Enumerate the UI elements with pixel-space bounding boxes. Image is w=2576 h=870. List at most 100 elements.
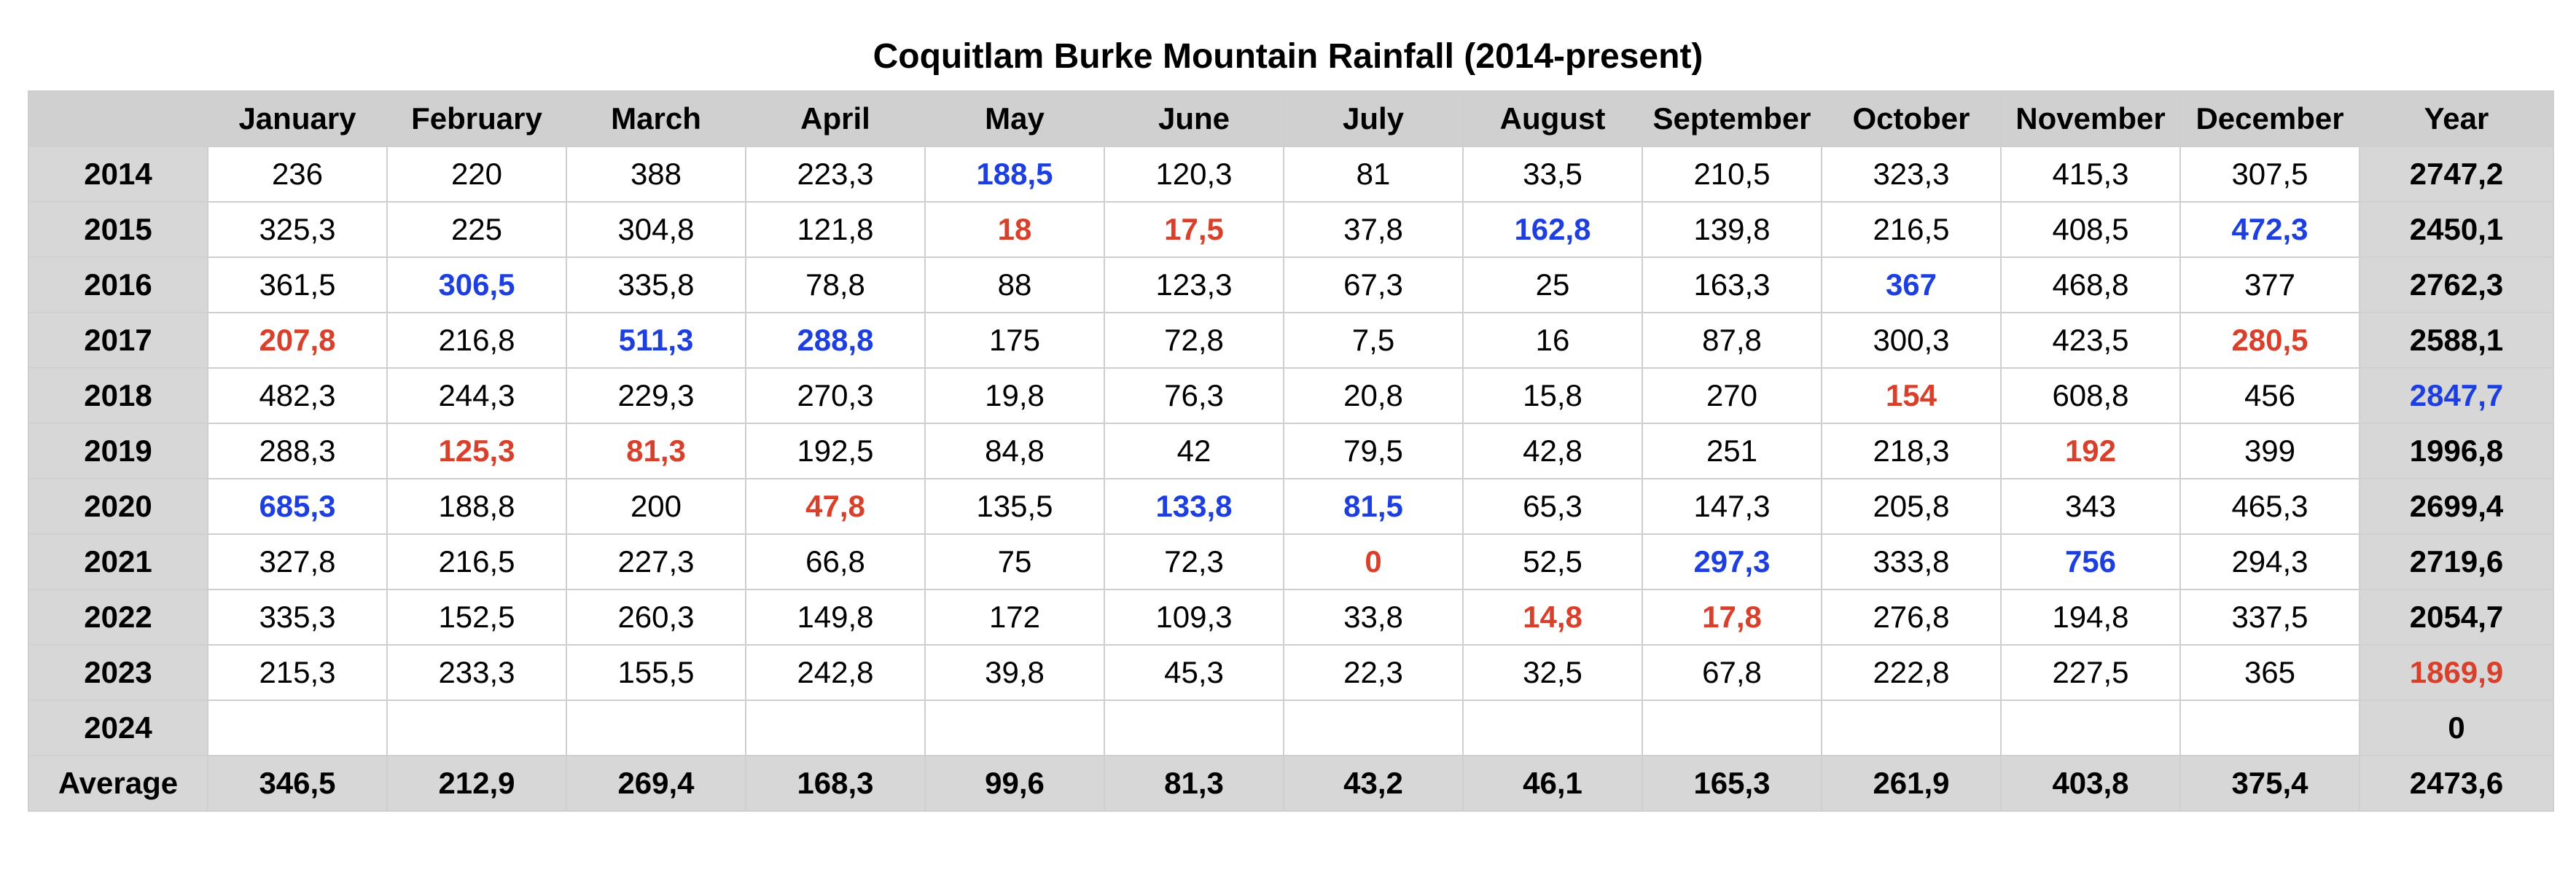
rainfall-cell [1283,699,1464,756]
rainfall-cell: 154 [1821,367,2002,424]
rainfall-cell: 465,3 [2179,478,2360,535]
rainfall-cell: 227,3 [566,533,746,590]
average-cell: 346,5 [207,755,388,812]
rainfall-cell: 236 [207,146,388,203]
average-cell: 2473,6 [2359,755,2554,812]
table-row: 2020 685,3 188,8 200 47,8 135,5 133,8 81,5 65,3 1… [28,478,2554,535]
annual-total-cell: 1996,8 [2359,423,2554,479]
annual-total-cell: 1869,9 [2359,644,2554,701]
annual-total-cell: 2762,3 [2359,256,2554,313]
rainfall-cell: 210,5 [1642,146,1822,203]
rainfall-cell: 260,3 [566,589,746,646]
column-header: October [1821,90,2002,147]
header-row: January February March April May June July Augu… [28,90,2554,147]
table-row: 2023 215,3 233,3 155,5 242,8 39,8 45,3 22,3 32,5… [28,644,2554,701]
row-year-label: 2014 [28,146,208,203]
table-row: 2016 361,5 306,5 335,8 78,8 88 123,3 67,3 25 163,… [28,256,2554,313]
table-body: 2014 236 220 388 223,3 188,5 120,3 81 33,5 210,5 3… [28,146,2554,812]
rainfall-cell: 78,8 [745,256,926,313]
annual-total-cell: 2719,6 [2359,533,2554,590]
rainfall-cell: 81,5 [1283,478,1464,535]
rainfall-cell: 20,8 [1283,367,1464,424]
rainfall-cell [745,699,926,756]
rainfall-cell: 37,8 [1283,201,1464,258]
rainfall-cell: 388 [566,146,746,203]
row-year-label: 2024 [28,699,208,756]
column-header: June [1104,90,1284,147]
rainfall-cell: 367 [1821,256,2002,313]
rainfall-cell: 17,8 [1642,589,1822,646]
rainfall-cell: 147,3 [1642,478,1822,535]
rainfall-cell: 65,3 [1462,478,1643,535]
rainfall-cell: 242,8 [745,644,926,701]
rainfall-cell: 81 [1283,146,1464,203]
rainfall-cell: 162,8 [1462,201,1643,258]
rainfall-cell: 335,8 [566,256,746,313]
rainfall-cell: 0 [1283,533,1464,590]
annual-total-cell: 2054,7 [2359,589,2554,646]
average-cell: 165,3 [1642,755,1822,812]
rainfall-cell: 423,5 [2000,312,2181,369]
rainfall-cell: 72,3 [1104,533,1284,590]
rainfall-cell: 32,5 [1462,644,1643,701]
row-year-label: 2022 [28,589,208,646]
rainfall-cell: 207,8 [207,312,388,369]
rainfall-cell: 135,5 [924,478,1105,535]
row-year-label: 2019 [28,423,208,479]
rainfall-cell: 67,3 [1283,256,1464,313]
average-cell: 269,4 [566,755,746,812]
rainfall-cell: 468,8 [2000,256,2181,313]
row-year-label: 2017 [28,312,208,369]
rainfall-cell: 19,8 [924,367,1105,424]
rainfall-cell: 109,3 [1104,589,1284,646]
column-header: May [924,90,1105,147]
rainfall-cell: 42,8 [1462,423,1643,479]
table-row: 2015 325,3 225 304,8 121,8 18 17,5 37,8 162,8 139… [28,201,2554,258]
rainfall-cell: 7,5 [1283,312,1464,369]
rainfall-cell: 227,5 [2000,644,2181,701]
table-row: 2018 482,3 244,3 229,3 270,3 19,8 76,3 20,8 15,8… [28,367,2554,424]
rainfall-cell: 756 [2000,533,2181,590]
rainfall-cell: 229,3 [566,367,746,424]
rainfall-cell: 294,3 [2179,533,2360,590]
rainfall-cell: 343 [2000,478,2181,535]
rainfall-cell: 270,3 [745,367,926,424]
annual-total-cell: 2847,7 [2359,367,2554,424]
column-header: November [2000,90,2181,147]
rainfall-cell [2000,699,2181,756]
rainfall-cell: 194,8 [2000,589,2181,646]
rainfall-cell: 33,5 [1462,146,1643,203]
table-row: 2022 335,3 152,5 260,3 149,8 172 109,3 33,8 14,8… [28,589,2554,646]
rainfall-cell: 306,5 [386,256,567,313]
rainfall-cell: 200 [566,478,746,535]
rainfall-cell: 188,8 [386,478,567,535]
rainfall-cell: 152,5 [386,589,567,646]
rainfall-cell: 25 [1462,256,1643,313]
rainfall-cell: 333,8 [1821,533,2002,590]
table-row: 2014 236 220 388 223,3 188,5 120,3 81 33,5 210,5 3… [28,146,2554,203]
rainfall-cell: 39,8 [924,644,1105,701]
rainfall-cell: 244,3 [386,367,567,424]
rainfall-cell: 22,3 [1283,644,1464,701]
rainfall-cell: 192,5 [745,423,926,479]
average-cell: 81,3 [1104,755,1284,812]
column-header: January [207,90,388,147]
rainfall-cell [1821,699,2002,756]
rainfall-cell: 323,3 [1821,146,2002,203]
rainfall-cell [924,699,1105,756]
rainfall-cell: 365 [2179,644,2360,701]
row-year-label: 2015 [28,201,208,258]
column-header: April [745,90,926,147]
rainfall-cell: 220 [386,146,567,203]
rainfall-cell: 511,3 [566,312,746,369]
rainfall-cell: 685,3 [207,478,388,535]
table-row: 2021 327,8 216,5 227,3 66,8 75 72,3 0 52,5 297,3 3… [28,533,2554,590]
rainfall-cell: 72,8 [1104,312,1284,369]
rainfall-cell [1642,699,1822,756]
annual-total-cell: 0 [2359,699,2554,756]
rainfall-cell: 17,5 [1104,201,1284,258]
rainfall-cell: 335,3 [207,589,388,646]
rainfall-cell: 304,8 [566,201,746,258]
rainfall-cell [2179,699,2360,756]
column-header: March [566,90,746,147]
